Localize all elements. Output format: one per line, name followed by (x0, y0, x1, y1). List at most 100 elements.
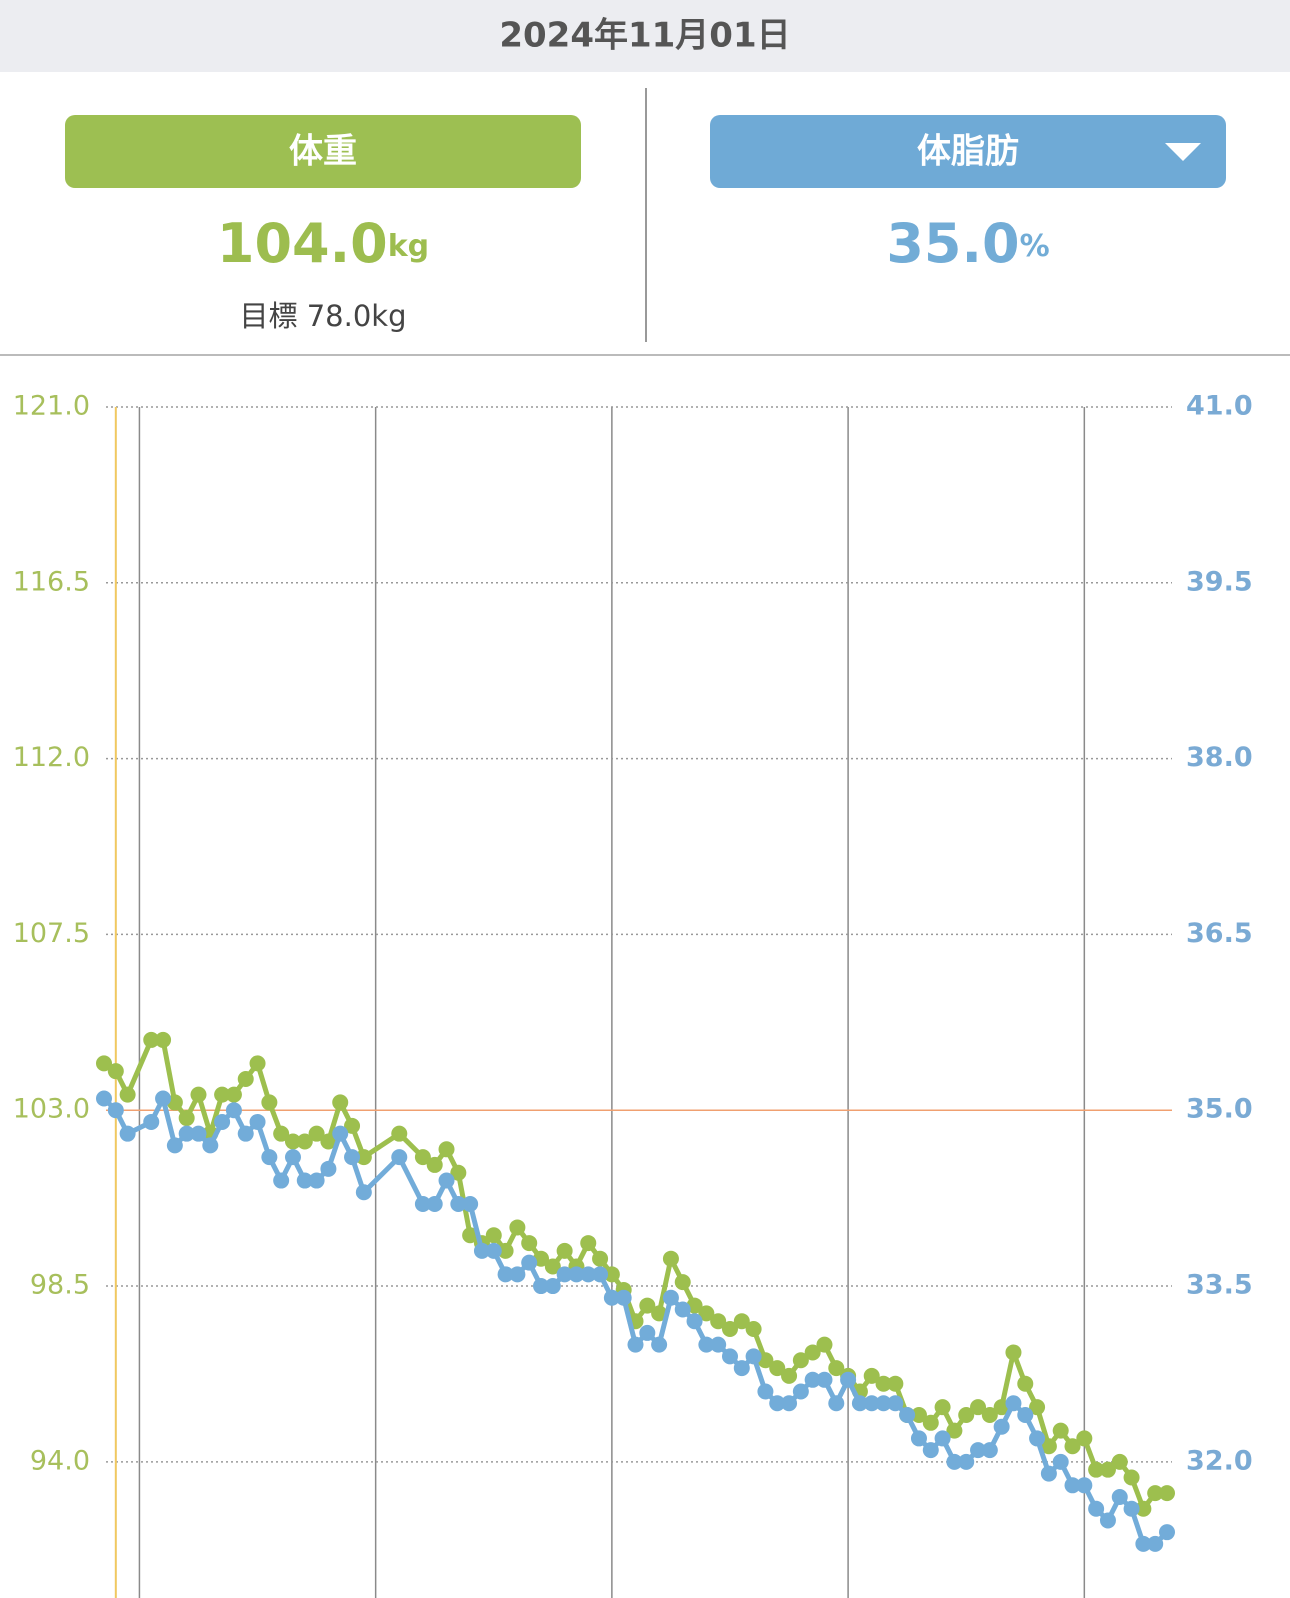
data-point (910, 1430, 927, 1447)
data-point (296, 1172, 313, 1189)
data-point (1029, 1430, 1046, 1447)
data-point (473, 1242, 490, 1259)
data-point (745, 1348, 762, 1365)
data-point (1099, 1512, 1116, 1529)
data-point (910, 1406, 927, 1423)
data-point (993, 1418, 1010, 1435)
data-point (769, 1360, 786, 1377)
data-point (166, 1137, 183, 1154)
data-point (1076, 1477, 1093, 1494)
data-point (1029, 1399, 1046, 1416)
data-point (603, 1266, 620, 1283)
y2-tick-label: 36.5 (1186, 918, 1253, 949)
data-point (875, 1375, 892, 1392)
data-point (178, 1125, 195, 1142)
data-point (698, 1336, 715, 1353)
data-point (639, 1297, 656, 1314)
data-point (414, 1196, 431, 1212)
data-point (237, 1125, 254, 1142)
data-point (887, 1375, 904, 1392)
data-point (1123, 1469, 1140, 1486)
data-point (261, 1149, 278, 1166)
data-point (887, 1395, 904, 1412)
data-point (509, 1266, 526, 1283)
data-point (462, 1227, 479, 1244)
weight-goal: 目標 78.0kg (240, 299, 407, 333)
data-point (332, 1094, 349, 1111)
weight-reading: 104.0kg (217, 212, 429, 275)
data-point (497, 1266, 514, 1283)
y-tick-label: 98.5 (30, 1270, 90, 1301)
data-point (1005, 1344, 1022, 1361)
data-point (320, 1133, 337, 1150)
data-point (284, 1149, 301, 1166)
data-point (1040, 1438, 1057, 1455)
data-point (863, 1395, 880, 1412)
data-point (391, 1149, 408, 1166)
y-tick-label: 103.0 (13, 1094, 90, 1125)
data-point (284, 1133, 301, 1150)
data-point (792, 1352, 809, 1369)
data-point (970, 1399, 987, 1416)
data-point (816, 1336, 833, 1353)
data-point (1076, 1430, 1093, 1447)
data-point (556, 1266, 573, 1283)
y-tick-label: 112.0 (13, 742, 90, 773)
data-point (391, 1125, 408, 1142)
data-point (769, 1395, 786, 1412)
data-point (792, 1383, 809, 1400)
data-point (497, 1242, 514, 1259)
data-point (639, 1324, 656, 1341)
data-point (249, 1055, 266, 1072)
data-point (107, 1063, 124, 1080)
data-point (686, 1313, 703, 1330)
data-point (237, 1070, 254, 1087)
data-point (745, 1321, 762, 1338)
data-point (958, 1453, 975, 1470)
data-point (781, 1367, 798, 1384)
data-point (1111, 1453, 1128, 1470)
data-point (934, 1399, 951, 1416)
data-point (426, 1156, 443, 1173)
y-tick-label: 116.5 (13, 566, 90, 597)
data-point (710, 1313, 727, 1330)
data-point (426, 1196, 443, 1212)
data-point (1005, 1395, 1022, 1412)
data-point (899, 1406, 916, 1423)
data-point (1159, 1485, 1175, 1502)
data-point (485, 1242, 502, 1259)
data-point (509, 1219, 526, 1236)
data-point (107, 1102, 124, 1119)
data-point (698, 1305, 715, 1322)
data-point (568, 1266, 585, 1283)
data-point (119, 1086, 136, 1103)
data-point (355, 1184, 372, 1201)
data-point (96, 1055, 112, 1072)
data-point (981, 1442, 998, 1459)
data-point (946, 1422, 963, 1439)
y-tick-label: 94.0 (30, 1445, 90, 1476)
data-point (721, 1348, 738, 1365)
data-point (155, 1031, 172, 1048)
data-point (414, 1149, 431, 1166)
data-point (450, 1196, 467, 1212)
data-point (804, 1344, 821, 1361)
data-point (143, 1031, 160, 1048)
fat-button[interactable] (710, 115, 1226, 188)
weight-button[interactable] (65, 115, 581, 188)
data-point (804, 1371, 821, 1388)
data-point (958, 1406, 975, 1423)
data-point (662, 1289, 679, 1306)
data-point (946, 1453, 963, 1470)
y2-tick-label: 38.0 (1186, 742, 1253, 773)
header-bar (0, 0, 1290, 72)
chart: 121.0 116.5 112.0 107.5 103.0 98.5 94.0 41.0 39.… (13, 391, 1253, 1598)
data-point (875, 1395, 892, 1412)
data-point (202, 1137, 219, 1154)
data-point (214, 1086, 231, 1103)
data-point (544, 1278, 561, 1295)
data-point (438, 1172, 455, 1189)
data-point (674, 1274, 691, 1291)
